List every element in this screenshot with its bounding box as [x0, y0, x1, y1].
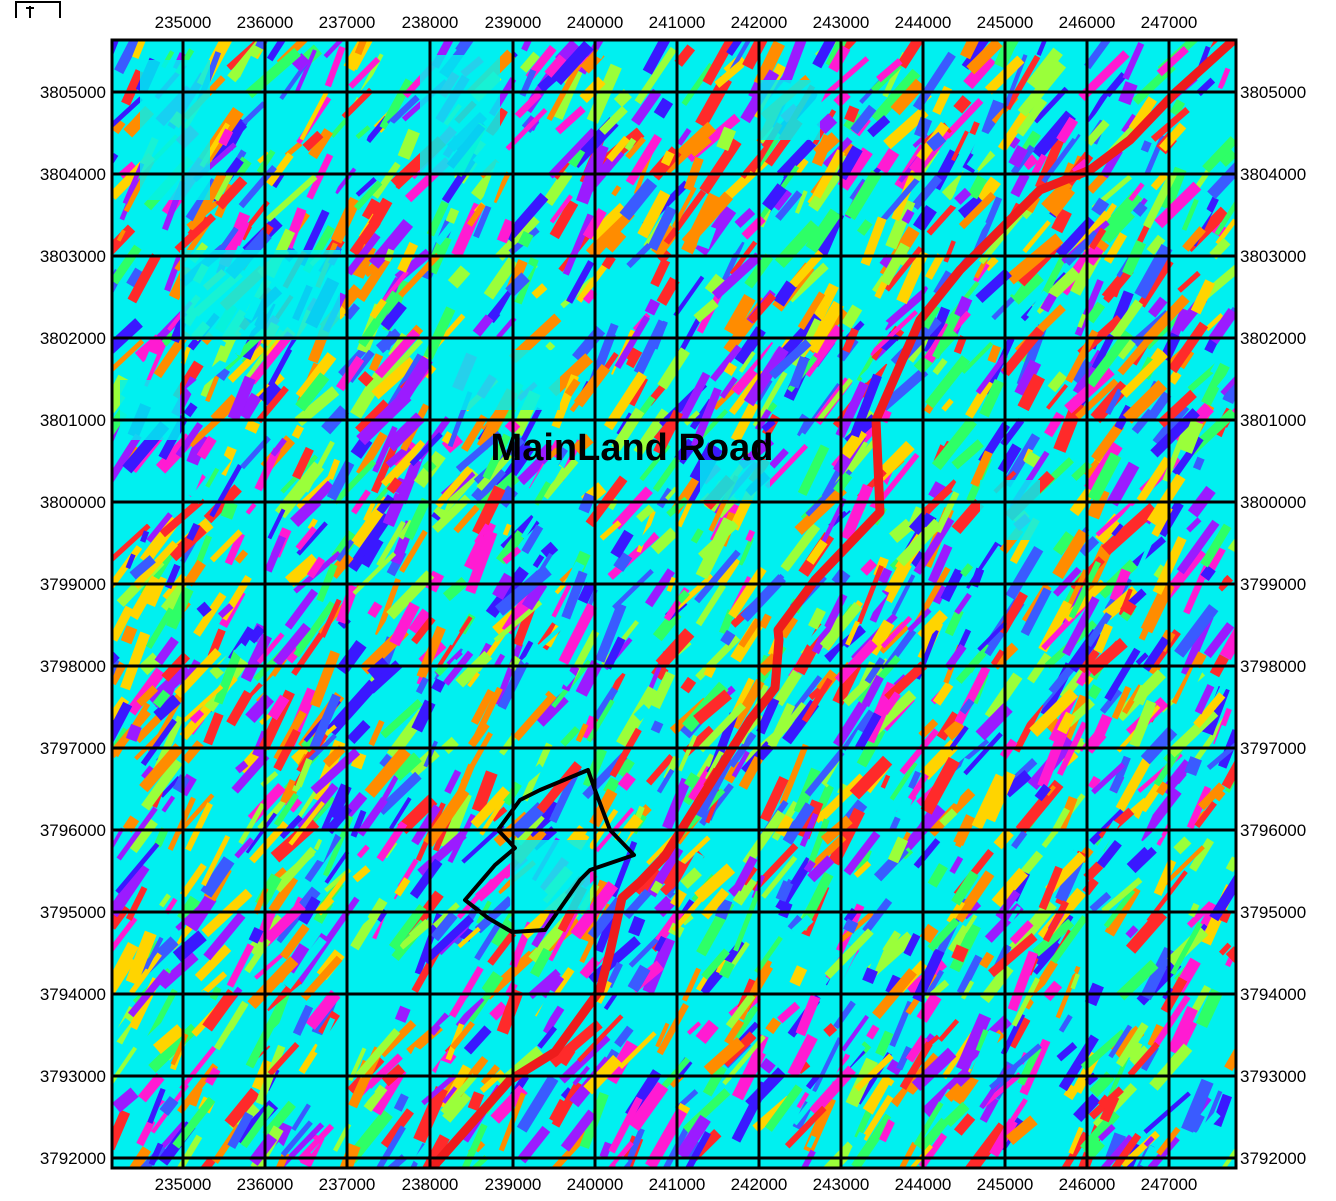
x-tick-label-bottom: 236000	[237, 1175, 294, 1194]
aspect-raster	[112, 40, 1236, 1168]
y-tick-label-left: 3803000	[40, 247, 106, 266]
x-tick-label-top: 236000	[237, 13, 294, 32]
x-tick-label-top: 240000	[567, 13, 624, 32]
y-tick-label-left: 3794000	[40, 985, 106, 1004]
x-tick-label-top: 241000	[649, 13, 706, 32]
x-tick-label-bottom: 235000	[155, 1175, 212, 1194]
y-tick-label-right: 3798000	[1240, 657, 1306, 676]
y-tick-labels-left: 3805000 3804000 3803000 3802000 3801000 38000…	[40, 83, 106, 1168]
y-tick-label-right: 3800000	[1240, 493, 1306, 512]
x-tick-label-bottom: 237000	[319, 1175, 376, 1194]
y-tick-label-left: 3804000	[40, 165, 106, 184]
y-tick-label-right: 3796000	[1240, 821, 1306, 840]
x-tick-label-bottom: 240000	[567, 1175, 624, 1194]
y-tick-label-right: 3794000	[1240, 985, 1306, 1004]
boundary-polygon	[463, 768, 636, 934]
y-tick-label-right: 3792000	[1240, 1149, 1306, 1168]
x-tick-label-top: 244000	[895, 13, 952, 32]
x-tick-label-bottom: 245000	[977, 1175, 1034, 1194]
y-tick-label-right: 3805000	[1240, 83, 1306, 102]
y-tick-label-left: 3799000	[40, 575, 106, 594]
x-tick-label-bottom: 241000	[649, 1175, 706, 1194]
x-tick-label-top: 247000	[1141, 13, 1198, 32]
x-tick-label-top: 243000	[813, 13, 870, 32]
y-tick-label-left: 3800000	[40, 493, 106, 512]
x-tick-label-bottom: 239000	[485, 1175, 542, 1194]
y-tick-label-left: 3798000	[40, 657, 106, 676]
road-label: MainLand Road	[491, 427, 774, 469]
y-tick-label-right: 3802000	[1240, 329, 1306, 348]
y-tick-label-left: 3801000	[40, 411, 106, 430]
y-tick-label-left: 3792000	[40, 1149, 106, 1168]
road-line	[427, 40, 1236, 1168]
y-tick-label-right: 3803000	[1240, 247, 1306, 266]
y-tick-label-right: 3793000	[1240, 1067, 1306, 1086]
y-tick-label-left: 3802000	[40, 329, 106, 348]
y-tick-label-left: 3793000	[40, 1067, 106, 1086]
x-tick-label-top: 246000	[1059, 13, 1116, 32]
y-tick-label-right: 3804000	[1240, 165, 1306, 184]
y-tick-label-left: 3805000	[40, 83, 106, 102]
x-tick-label-top: 245000	[977, 13, 1034, 32]
y-tick-label-left: 3795000	[40, 903, 106, 922]
x-tick-label-top: 237000	[319, 13, 376, 32]
y-tick-label-right: 3799000	[1240, 575, 1306, 594]
x-tick-label-bottom: 243000	[813, 1175, 870, 1194]
map-grid	[110, 38, 1238, 1170]
north-arrow-icon	[15, 1, 61, 18]
mainland-road	[427, 40, 1236, 1168]
y-tick-label-right: 3795000	[1240, 903, 1306, 922]
y-tick-label-right: 3801000	[1240, 411, 1306, 430]
y-tick-label-left: 3796000	[40, 821, 106, 840]
y-tick-labels-right: 3805000 3804000 3803000 3802000 3801000 38000…	[1240, 83, 1306, 1168]
x-tick-label-bottom: 244000	[895, 1175, 952, 1194]
y-tick-label-right: 3797000	[1240, 739, 1306, 758]
x-tick-label-bottom: 247000	[1141, 1175, 1198, 1194]
y-tick-label-left: 3797000	[40, 739, 106, 758]
x-tick-label-bottom: 238000	[402, 1175, 459, 1194]
x-tick-label-top: 235000	[155, 13, 212, 32]
x-tick-label-top: 242000	[731, 13, 788, 32]
study-area-boundary	[463, 768, 636, 934]
x-tick-labels-bottom: 235000 236000 237000 238000 239000 240000 2410…	[155, 1175, 1198, 1194]
x-tick-label-bottom: 246000	[1059, 1175, 1116, 1194]
x-tick-label-bottom: 242000	[731, 1175, 788, 1194]
x-tick-label-top: 238000	[402, 13, 459, 32]
x-tick-label-top: 239000	[485, 13, 542, 32]
x-tick-labels-top: 235000 236000 237000 238000 239000 240000 2410…	[155, 13, 1198, 32]
